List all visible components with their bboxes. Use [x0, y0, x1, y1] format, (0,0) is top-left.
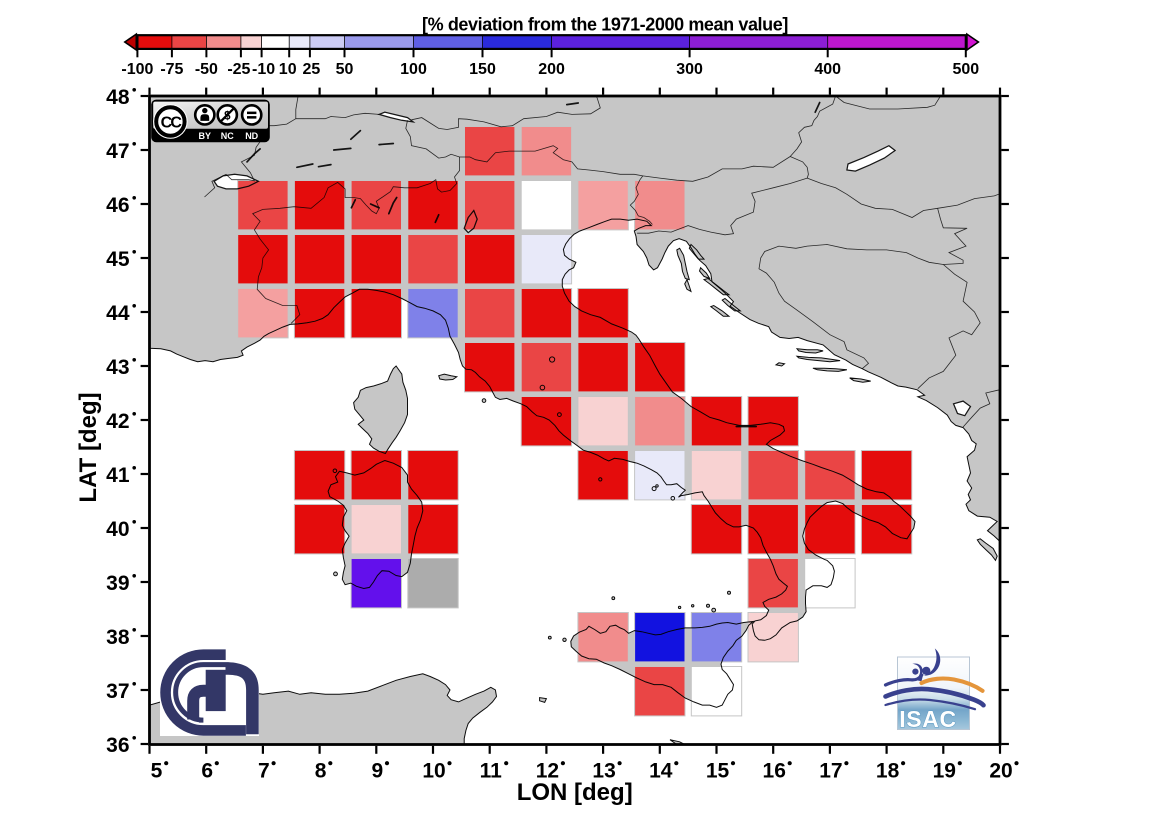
svg-text:400: 400 — [814, 61, 841, 78]
svg-text:LON [deg]: LON [deg] — [517, 779, 633, 806]
svg-text:ISAC: ISAC — [899, 706, 956, 732]
svg-text:38: 38 — [106, 626, 130, 649]
svg-text:NC: NC — [221, 131, 234, 141]
svg-text:45: 45 — [106, 248, 130, 271]
svg-text:40: 40 — [106, 518, 129, 541]
svg-text:9: 9 — [371, 760, 383, 783]
svg-text:-25: -25 — [227, 61, 250, 78]
svg-text:13: 13 — [592, 760, 615, 783]
svg-text:47: 47 — [106, 140, 129, 163]
svg-text:-10: -10 — [252, 61, 275, 78]
svg-text:17: 17 — [819, 760, 842, 783]
svg-text:16: 16 — [763, 760, 786, 783]
svg-text:CC: CC — [161, 114, 183, 131]
svg-text:25: 25 — [303, 61, 321, 78]
svg-text:12: 12 — [536, 760, 559, 783]
svg-text:37: 37 — [106, 680, 129, 703]
svg-text:100: 100 — [400, 61, 427, 78]
svg-text:8: 8 — [315, 760, 327, 783]
svg-text:200: 200 — [538, 61, 565, 78]
svg-text:ND: ND — [245, 131, 258, 141]
svg-text:39: 39 — [106, 572, 129, 595]
svg-text:[% deviation from the 1971-200: [% deviation from the 1971-2000 mean val… — [422, 15, 788, 35]
svg-text:42: 42 — [106, 410, 129, 433]
svg-text:-50: -50 — [195, 61, 218, 78]
svg-text:14: 14 — [649, 760, 673, 783]
svg-text:19: 19 — [933, 760, 956, 783]
svg-text:41: 41 — [106, 464, 130, 487]
svg-text:-75: -75 — [160, 61, 183, 78]
svg-text:6: 6 — [201, 760, 213, 783]
svg-text:20: 20 — [989, 760, 1012, 783]
svg-text:43: 43 — [106, 356, 129, 379]
svg-text:44: 44 — [106, 302, 130, 325]
svg-text:LAT [deg]: LAT [deg] — [75, 392, 102, 502]
svg-text:36: 36 — [106, 734, 129, 757]
svg-text:5: 5 — [151, 760, 163, 783]
svg-text:$: $ — [224, 111, 231, 123]
svg-text:18: 18 — [876, 760, 900, 783]
svg-text:11: 11 — [480, 760, 503, 783]
svg-text:500: 500 — [952, 61, 979, 78]
svg-text:-100: -100 — [121, 61, 153, 78]
svg-text:48: 48 — [106, 86, 130, 109]
svg-text:BY: BY — [199, 131, 212, 141]
svg-text:7: 7 — [258, 760, 270, 783]
svg-text:46: 46 — [106, 194, 129, 217]
svg-text:300: 300 — [676, 61, 703, 78]
svg-text:50: 50 — [336, 61, 354, 78]
svg-text:10: 10 — [422, 760, 445, 783]
svg-text:150: 150 — [469, 61, 496, 78]
svg-text:10: 10 — [279, 61, 297, 78]
svg-text:15: 15 — [706, 760, 730, 783]
